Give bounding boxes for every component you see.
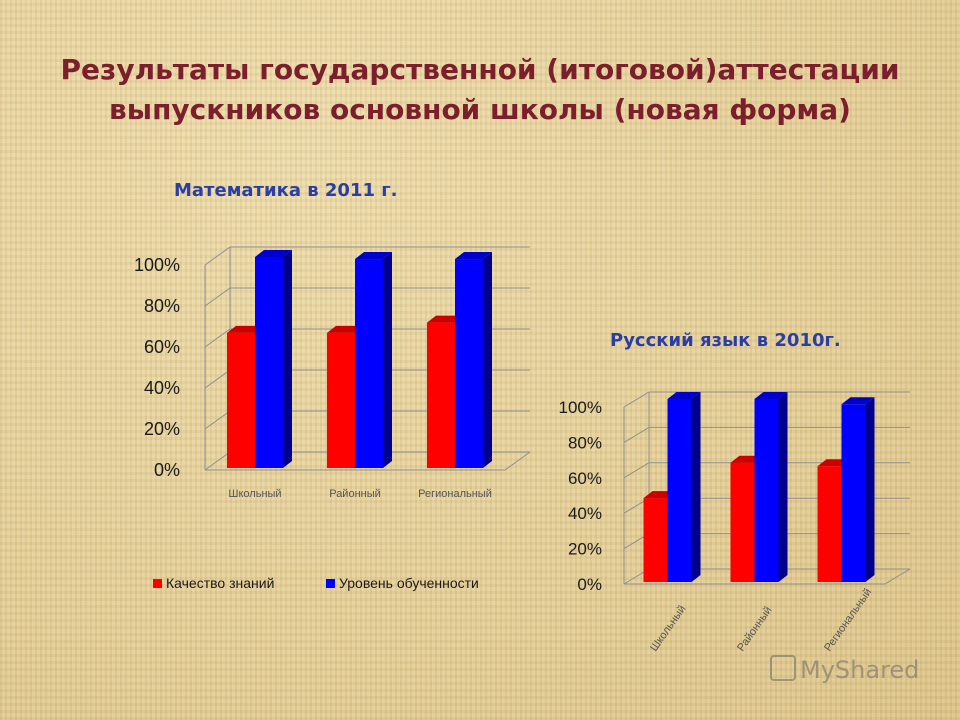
- page-title-line1: Результаты государственной (итоговой)атт…: [60, 53, 900, 86]
- floor-edge: [205, 451, 531, 471]
- bar-1-1-1: [754, 399, 779, 582]
- bar-1-0-1-side: [691, 392, 701, 582]
- bar-1-1-1-side: [778, 392, 788, 582]
- y-tick-label: 20%: [568, 540, 602, 559]
- bar-0-0-0-top: [227, 325, 264, 333]
- chart-0: 0% 20% 40% 60% 80% 100% Школьный Районный Регион…: [134, 246, 531, 591]
- x-tick-label: Региональный: [418, 488, 492, 500]
- y-tick-label: 100%: [559, 398, 602, 417]
- bar-0-2-0: [427, 322, 455, 468]
- bar-0-2-1-side: [483, 252, 492, 468]
- chart-1: 0% 20% 40% 60% 80% 100% Школьный Районный Регион…: [559, 391, 911, 654]
- bar-1-0-1: [667, 399, 692, 582]
- y-tick-label: 80%: [144, 296, 180, 316]
- x-tick-label: Школьный: [228, 488, 281, 500]
- legend-label-1: Уровень обученности: [339, 575, 479, 591]
- y-tick-label: 40%: [144, 378, 180, 398]
- x-tick-label: Районный: [735, 605, 774, 654]
- bar-0-1-1-side: [383, 252, 392, 468]
- legend-swatch-0: [153, 579, 162, 588]
- bar-1-0-1-top: [667, 392, 701, 399]
- bar-0-0-0: [227, 332, 255, 468]
- bar-0-1-0: [327, 332, 355, 468]
- bar-0-2-1-top: [455, 252, 492, 260]
- watermark-text: MyShared: [800, 656, 920, 684]
- legend-label-0: Качество знаний: [166, 575, 274, 591]
- y-tick-label: 60%: [568, 469, 602, 488]
- bar-1-1-1-top: [754, 392, 788, 399]
- bar-1-1-0: [730, 462, 755, 582]
- bar-0-1-0-top: [327, 325, 364, 333]
- watermark: MyShared: [770, 655, 919, 684]
- bar-0-2-1: [455, 259, 483, 468]
- bar-1-2-1-side: [865, 397, 875, 582]
- y-tick-label: 0%: [154, 460, 180, 480]
- bar-1-2-0: [817, 466, 842, 582]
- bar-1-2-1-top: [841, 397, 875, 405]
- y-tick-label: 60%: [144, 337, 180, 357]
- y-tick-label: 20%: [144, 419, 180, 439]
- x-tick-label: Региональный: [822, 586, 874, 653]
- bar-0-0-1-side: [283, 250, 292, 468]
- floor-edge: [624, 568, 911, 585]
- legend-swatch-1: [326, 579, 335, 588]
- chart-russian-title: Русский язык в 2010г.: [610, 330, 841, 351]
- bar-1-0-0: [643, 498, 668, 582]
- bar-0-0-1-top: [255, 250, 292, 257]
- x-tick-label: Районный: [329, 488, 381, 500]
- y-tick-label: 100%: [134, 255, 180, 275]
- chart-math-title: Математика в 2011 г.: [174, 180, 398, 201]
- x-tick-label: Школьный: [648, 603, 688, 653]
- bar-0-2-0-top: [427, 315, 464, 323]
- bar-1-2-1: [841, 404, 866, 582]
- y-tick-label: 0%: [577, 575, 602, 594]
- bar-0-0-1: [255, 257, 283, 468]
- bar-0-1-1: [355, 259, 383, 468]
- page-title: Результаты государственной (итоговой)атт…: [40, 50, 920, 130]
- page-title-line2: выпускников основной школы (новая форма): [109, 93, 851, 126]
- watermark-logo-icon: [770, 655, 796, 681]
- y-tick-label: 80%: [568, 433, 602, 452]
- bar-0-1-1-top: [355, 252, 392, 260]
- y-tick-label: 40%: [568, 504, 602, 523]
